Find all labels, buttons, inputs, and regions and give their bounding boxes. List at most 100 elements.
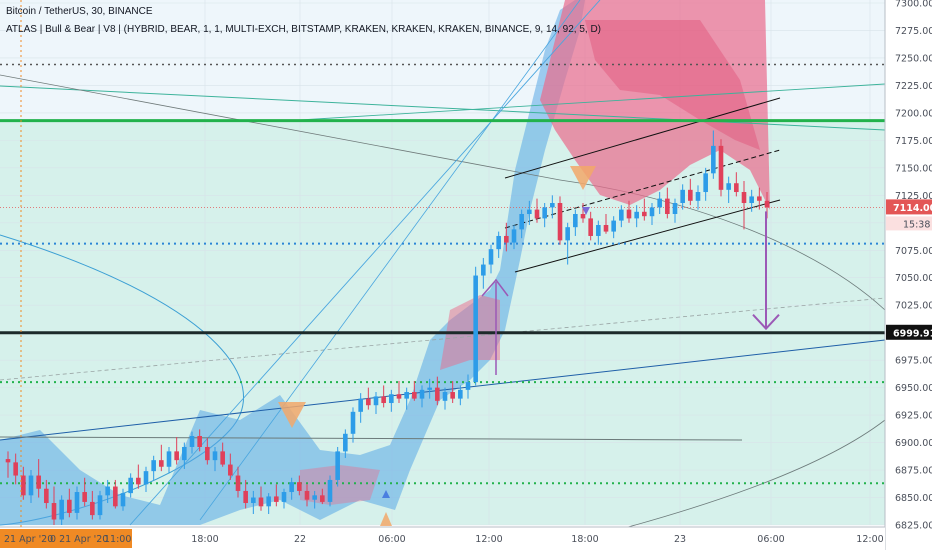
level-label: 6999.91 — [893, 328, 932, 339]
candle-body — [44, 488, 49, 504]
level-grey — [0, 436, 743, 441]
candle-body — [143, 471, 149, 485]
candle-body — [534, 209, 540, 219]
bear-signal-triangle — [278, 402, 306, 428]
price-tick-label: 7250.00 — [895, 53, 932, 64]
cursor-time-label: 11:00 — [104, 534, 131, 545]
bear-cloud-core — [585, 20, 760, 150]
candle-body — [243, 490, 248, 504]
time-tick-label: 06:00 — [378, 534, 405, 545]
candle-body — [734, 183, 739, 193]
candle-body — [680, 189, 685, 204]
candle-body — [304, 490, 310, 500]
price-tick-label: 6950.00 — [895, 383, 932, 394]
candle-body — [205, 446, 210, 461]
candle-body — [519, 213, 524, 230]
candle-body — [212, 451, 218, 461]
candle-body — [97, 495, 103, 516]
symbol-title: Bitcoin / TetherUS, 30, BINANCE — [6, 6, 153, 17]
candle-body — [281, 492, 287, 502]
trendline-grey — [0, 74, 561, 181]
candle-body — [120, 493, 126, 507]
cursor-time-label: 21 Apr '20 — [4, 534, 53, 545]
countdown-label: 15:38 — [903, 219, 930, 230]
candle-body — [51, 503, 57, 520]
candle-body — [82, 492, 87, 502]
candle-body — [389, 394, 394, 404]
up-move-head — [481, 278, 509, 297]
trendline-blue — [0, 339, 886, 441]
candle-body — [412, 392, 417, 399]
price-tick-label: 7175.00 — [895, 136, 932, 147]
candles — [5, 130, 770, 525]
price-tick-label: 6850.00 — [895, 493, 932, 504]
candle-body — [634, 211, 639, 219]
candle-body — [450, 392, 455, 399]
candle-body — [749, 196, 754, 204]
candle-body — [13, 462, 18, 476]
candle-body — [59, 499, 64, 520]
candle-body — [166, 451, 172, 467]
bear-cloud — [540, 0, 770, 210]
candle-body — [327, 479, 333, 502]
candle-body — [189, 435, 195, 447]
candle-body — [435, 387, 440, 401]
cursor-time-tag — [0, 529, 132, 548]
candle-body — [504, 235, 509, 243]
channel-top — [504, 97, 781, 179]
candle-body — [320, 495, 325, 502]
price-tick-label: 7150.00 — [895, 163, 932, 174]
trendline-blue-steep-2 — [199, 0, 581, 521]
candle-body — [626, 209, 632, 219]
candle-body — [90, 501, 95, 516]
candle-body — [726, 183, 731, 190]
candle-body — [511, 229, 517, 243]
candle-body — [373, 396, 379, 406]
cursor-time-label: 0 21 Apr '20 — [50, 534, 108, 545]
candle-body — [665, 198, 670, 214]
candle-body — [473, 275, 478, 383]
candle-body — [442, 392, 448, 401]
candle-body — [228, 464, 233, 476]
candle-body — [603, 224, 609, 232]
price-axis-bg — [885, 0, 932, 550]
candle-body — [550, 203, 555, 208]
trendline-teal-2 — [299, 83, 886, 121]
candle-body — [297, 482, 302, 491]
time-tick-label: 12:00 — [856, 534, 883, 545]
countdown-tag — [886, 216, 932, 231]
candle-body — [113, 486, 118, 507]
buy-marker — [382, 490, 390, 498]
candle-body — [649, 207, 655, 217]
price-tick-label: 6875.00 — [895, 466, 932, 477]
candle-body — [764, 200, 770, 208]
time-tick-label: 18:00 — [571, 534, 598, 545]
candle-body — [312, 495, 317, 500]
candle-body — [105, 486, 110, 496]
candle-body — [128, 477, 133, 494]
candle-body — [235, 475, 241, 491]
price-tick-label: 7200.00 — [895, 108, 932, 119]
time-axis-bg — [0, 527, 885, 550]
candle-body — [611, 220, 616, 232]
time-tick-label: 12:00 — [475, 534, 502, 545]
channel-bottom — [514, 199, 781, 273]
candle-body — [703, 173, 708, 193]
candle-body — [258, 497, 264, 507]
last-price-label: 7114.00 — [893, 203, 932, 214]
candle-body — [580, 213, 586, 219]
candle-body — [335, 451, 340, 480]
candle-body — [404, 392, 409, 399]
candle-body — [343, 433, 348, 452]
candle-body — [588, 218, 593, 236]
candle-body — [289, 482, 294, 493]
price-tick-label: 7050.00 — [895, 273, 932, 284]
candle-body — [657, 198, 662, 208]
price-tick-label: 7025.00 — [895, 301, 932, 312]
sell-marker — [582, 207, 590, 215]
grid-lines — [0, 0, 885, 526]
candle-body — [151, 460, 156, 472]
candle-body — [74, 492, 80, 513]
